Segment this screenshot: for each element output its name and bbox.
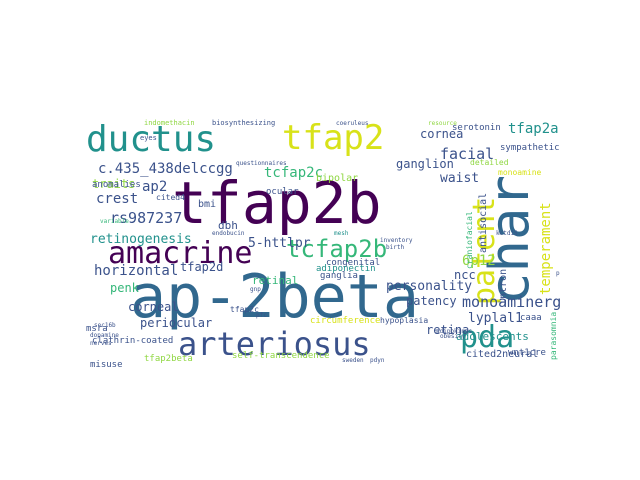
cloud-word-endobucin: endobucin (212, 230, 245, 237)
cloud-word-serotonin: serotonin (452, 123, 501, 133)
cloud-word-ocular: ocular (266, 187, 299, 197)
cloud-word-ncc: ncc (454, 268, 476, 282)
cloud-word-adipokines: adipokines (436, 328, 473, 335)
cloud-word-monoaminergic: monoaminergic (462, 293, 560, 311)
cloud-word-lyplal1: lyplal1 (468, 311, 523, 326)
cloud-word-tfap2: tfap2 (282, 118, 384, 158)
cloud-word-ap2: ap2 (142, 179, 167, 195)
cloud-word-penk: penk (110, 281, 140, 295)
cloud-word-sweden: sweden (342, 357, 364, 364)
cloud-word-indomethacin: indomethacin (144, 119, 195, 127)
cloud-word-hypoplasia: hypoplasia (380, 316, 428, 325)
cloud-word-pda: pda (460, 320, 514, 355)
cloud-word-amacrine: amacrine (108, 236, 253, 271)
cloud-word-antisocial: antisocial (478, 193, 489, 253)
cloud-word-6p12: 6p12 (462, 253, 496, 269)
cloud-word-tfap2d: tfap2d (180, 260, 223, 274)
cloud-word-inventory: inventory (380, 237, 413, 244)
cloud-word-horizontal: horizontal (94, 263, 178, 279)
cloud-word-retina: retina (426, 323, 469, 337)
cloud-word-ganglia: ganglia (320, 271, 358, 281)
cloud-word-pfc: pfc (256, 312, 267, 319)
cloud-word-gnp: gnp (250, 286, 261, 293)
cloud-word-tfap2c: tfap2c (230, 305, 259, 314)
cloud-word-congenital: congenital (326, 258, 380, 268)
cloud-word-dopamine: dopamine (90, 332, 119, 339)
cloud-word-mesh: mesh (334, 230, 349, 237)
cloud-word-5-httlpr: 5-httlpr (248, 236, 311, 251)
cloud-word-bmi: bmi (198, 199, 216, 210)
cloud-word-sympathetic: sympathetic (500, 143, 560, 153)
cloud-word-retinogenesis: retinogenesis (90, 232, 192, 247)
cloud-word-coeruleus: coeruleus (336, 120, 369, 127)
cloud-word-craniofacial: craniofacial (465, 211, 474, 269)
cloud-word-facial: facial (440, 145, 494, 163)
cloud-word-ap-2beta: ap-2beta (130, 262, 419, 332)
cloud-word-periocular: periocular (140, 316, 212, 330)
cloud-word-waist: waist (440, 171, 479, 186)
cloud-word-caaa: caaa (520, 313, 542, 323)
cloud-word-temperament: temperament (538, 202, 554, 295)
cloud-word-tfap2a: tfap2a (508, 121, 559, 137)
cloud-word-questionnaires: questionnaires (236, 160, 287, 167)
word-cloud-canvas: tfap2b ap-2beta char ductus tfap2 amacrine pat… (86, 118, 560, 370)
cloud-word-eyes: eyes (140, 134, 157, 142)
cloud-word-cited4: cited4 (156, 193, 185, 202)
cloud-word-obesity: obesity (440, 333, 466, 340)
cloud-word-birth: birth (386, 244, 404, 251)
cloud-word-ganglion: ganglion (396, 157, 454, 171)
cloud-word-pdyn: pdyn (370, 357, 385, 364)
cloud-word-biosynthesizing: biosynthesizing (212, 119, 275, 127)
cloud-word-circumference: circumference (310, 316, 380, 326)
cloud-word-resource: resource (428, 120, 457, 127)
cloud-word-intron: intron (498, 269, 509, 305)
cloud-word-char: char (478, 175, 541, 305)
cloud-word-cited2neural: cited2neural (466, 349, 538, 360)
cloud-word-tfap2b: tfap2b (172, 169, 382, 237)
cloud-word-cornea: cornea (420, 127, 463, 141)
cloud-word-arteriosus: arteriosus (178, 325, 371, 363)
cloud-word-c-435-438delccgg: c.435_438delccgg (98, 161, 233, 177)
cloud-word-sec16b: sec16b (94, 322, 116, 329)
cloud-word-monoamine: monoamine (498, 168, 542, 177)
cloud-word-self-transcendence: self-transcendence (232, 351, 330, 361)
cloud-word-msra: msra (86, 324, 108, 334)
cloud-word-patency: patency (406, 294, 457, 308)
word-cloud: tfap2b ap-2beta char ductus tfap2 amacrine pat… (80, 105, 560, 375)
cloud-word-parasomnia: parasomnia (549, 312, 558, 360)
cloud-word-adolescents: adolescents (456, 330, 529, 343)
cloud-word-detailed: detailed (470, 158, 509, 167)
cloud-word-anomalies: anomalies (92, 180, 141, 190)
cloud-word-personality: personality (386, 279, 472, 294)
cloud-word-pom: pom (556, 270, 560, 277)
cloud-word-traits: traits (92, 177, 135, 191)
cloud-word-misuse: misuse (90, 360, 123, 370)
cloud-word-crest: crest (96, 191, 138, 207)
cloud-word-rs987237: rs987237 (110, 209, 182, 227)
cloud-word-kctd15: kctd15 (496, 230, 518, 237)
cloud-word-tcfap2c: tcfap2c (264, 165, 323, 181)
cloud-word-corneal: corneal (128, 300, 179, 314)
cloud-word-ductus: ductus (86, 119, 216, 160)
cloud-word-tfap2beta: tfap2beta (144, 354, 193, 364)
cloud-word-retinal: retinal (252, 274, 298, 287)
cloud-word-wnt1cre: wnt1cre (508, 348, 546, 358)
cloud-word-clathrin-coated: clathrin-coated (92, 336, 173, 346)
cloud-word-nerves: nerves (90, 340, 112, 347)
cloud-word-tcfap2b: tcfap2b (286, 235, 387, 263)
cloud-word-dbh: dbh (218, 219, 238, 232)
cloud-word-adiponectin: adiponectin (316, 264, 376, 274)
cloud-word-bipolar: bipolar (316, 173, 358, 184)
cloud-word-patent: patent (467, 197, 502, 305)
cloud-word-variable: variable (100, 218, 129, 225)
